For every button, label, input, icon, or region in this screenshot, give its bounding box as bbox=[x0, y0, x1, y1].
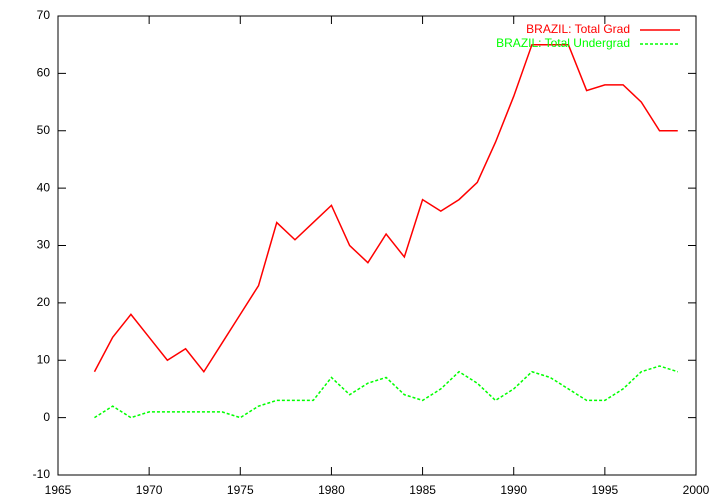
series-line bbox=[93, 43, 678, 374]
x-tick-label: 1970 bbox=[136, 483, 163, 497]
y-tick-label: 60 bbox=[37, 66, 51, 80]
x-tick-label: 1990 bbox=[500, 483, 527, 497]
y-tick-label: 40 bbox=[37, 180, 51, 194]
y-tick-label: 0 bbox=[43, 410, 50, 424]
y-tick-label: 50 bbox=[37, 123, 51, 137]
y-tick-label: 10 bbox=[37, 352, 51, 366]
plot-frame bbox=[57, 15, 697, 476]
legend-label: BRAZIL: Total Undergrad bbox=[496, 36, 630, 50]
y-tick-label: -10 bbox=[33, 467, 51, 481]
y-tick-label: 20 bbox=[37, 295, 51, 309]
x-tick-label: 1985 bbox=[409, 483, 436, 497]
x-tick-label: 1965 bbox=[45, 483, 72, 497]
x-tick-label: 2000 bbox=[683, 483, 710, 497]
y-tick-label: 30 bbox=[37, 238, 51, 252]
legend-label: BRAZIL: Total Grad bbox=[526, 22, 630, 36]
series-line bbox=[94, 365, 678, 419]
x-tick-label: 1975 bbox=[227, 483, 254, 497]
y-tick-label: 70 bbox=[37, 8, 51, 22]
x-tick-label: 1995 bbox=[592, 483, 619, 497]
x-tick-label: 1980 bbox=[318, 483, 345, 497]
